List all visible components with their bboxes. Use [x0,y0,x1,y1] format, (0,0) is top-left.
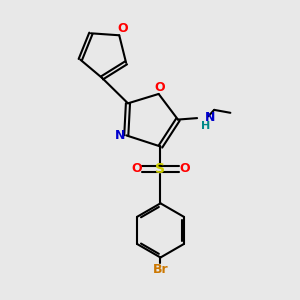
Text: O: O [131,162,142,175]
Text: O: O [118,22,128,35]
Text: N: N [115,129,125,142]
Text: O: O [155,81,165,94]
Text: Br: Br [153,263,168,276]
Text: N: N [205,111,216,124]
Text: S: S [155,162,166,176]
Text: O: O [179,162,190,175]
Text: H: H [201,122,210,131]
